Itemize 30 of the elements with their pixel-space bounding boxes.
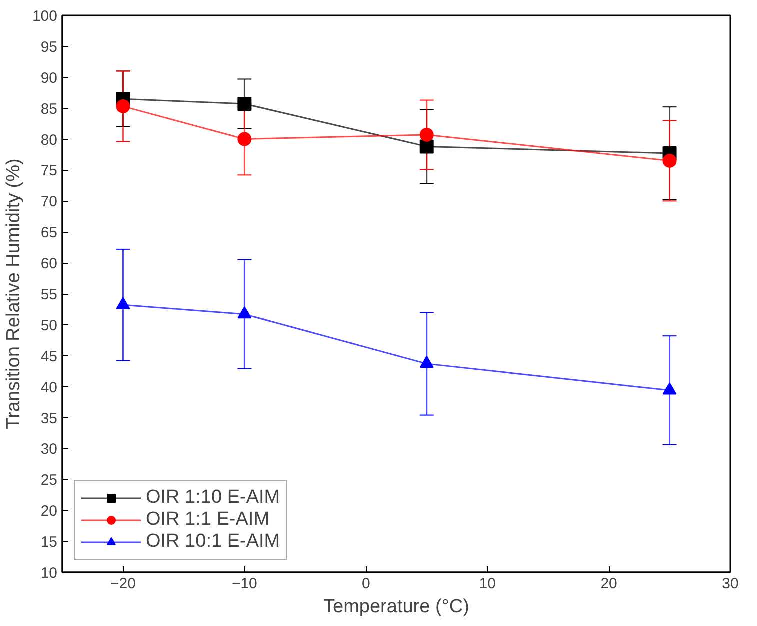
x-tick-label: 0 [362,576,370,592]
y-tick-label: 30 [40,441,58,458]
y-tick-label: 95 [40,38,58,56]
x-axis-title: Temperature (°C) [324,596,470,618]
y-tick-label: 70 [40,194,58,211]
y-tick-label: 100 [32,8,58,25]
x-tick-label: 20 [600,576,618,592]
legend-label: OIR 10:1 E-AIM [146,531,280,553]
y-tick-label: 40 [40,379,58,396]
y-tick-label: 75 [40,162,58,180]
x-tick-label: 30 [722,576,739,592]
y-tick-label: 80 [40,132,58,149]
y-tick-label: 25 [40,472,58,490]
y-tick-label: 10 [40,565,58,582]
y-tick-label: 50 [40,317,58,334]
y-axis-title: Transition Relative Humidity (%) [3,158,24,430]
x-tick-label: −20 [110,576,136,592]
legend-label: OIR 1:1 E-AIM [146,509,270,531]
y-tick-label: 45 [40,348,58,366]
y-tick-label: 20 [40,503,58,520]
y-tick-label: 15 [40,534,58,552]
x-tick-label: −10 [232,576,258,592]
y-tick-label: 65 [40,224,58,242]
legend-label: OIR 1:10 E-AIM [146,487,280,509]
y-tick-label: 85 [40,100,58,118]
x-tick-label: 10 [479,576,496,592]
y-tick-label: 60 [40,256,58,273]
y-tick-label: 55 [40,286,58,304]
y-tick-label: 35 [40,410,58,428]
y-tick-label: 90 [40,70,58,87]
